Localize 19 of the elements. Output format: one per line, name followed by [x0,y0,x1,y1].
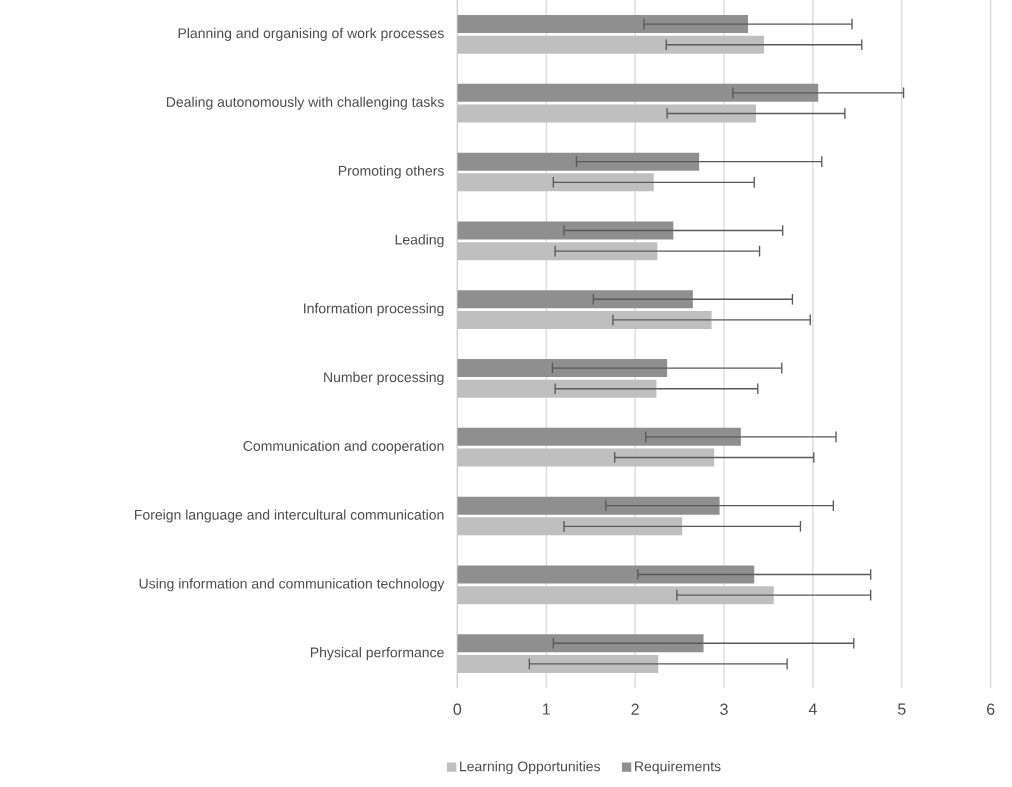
x-tick-label: 0 [453,703,462,716]
y-tick-label: Number processing [324,372,444,386]
legend-label: Learning Opportunities [460,761,601,775]
y-tick-label: Foreign language and intercultural communication [135,509,444,523]
x-tick-label: 6 [987,703,995,716]
x-tick-label: 1 [542,703,550,715]
y-tick-label: Leading [395,234,444,248]
x-tick-label: 3 [720,703,728,716]
y-tick-label: Physical performance [310,647,444,661]
y-tick-label: Dealing autonomously with challenging tasks [166,96,444,110]
y-tick-label: Promoting others [338,165,444,179]
y-tick-label: Using information and communication technology [139,578,445,592]
legend-label: Requirements [635,761,721,775]
y-tick-label: Planning and organising of work processes [178,28,444,42]
y-tick-label: Information processing [304,303,444,317]
x-tick-label: 4 [808,703,817,715]
x-tick-label: 5 [897,703,906,715]
y-tick-label: Communication and cooperation [243,440,444,454]
x-tick-label: 2 [631,703,639,715]
